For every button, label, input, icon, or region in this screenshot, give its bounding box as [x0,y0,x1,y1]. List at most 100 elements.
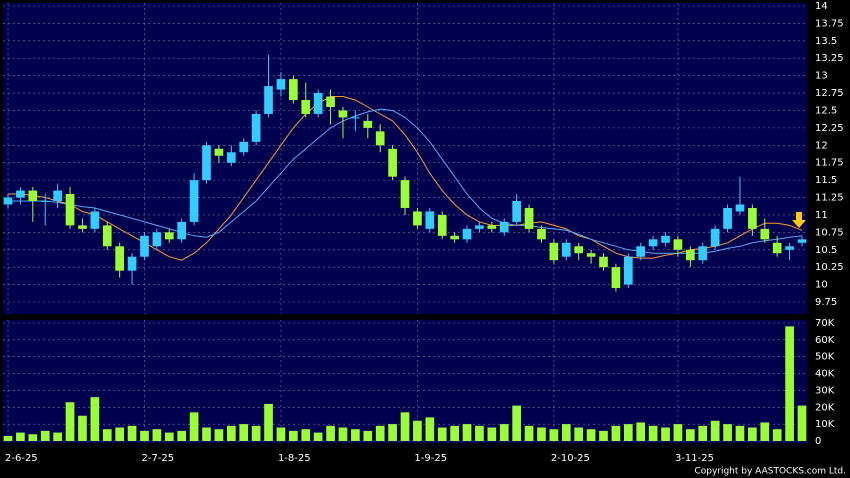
candle-body [152,232,162,247]
x-tick-label: 2-7-25 [141,453,174,464]
y-tick-label: 70K [815,318,835,329]
y-tick-label: 12 [815,140,828,151]
y-tick-label: 13.75 [815,18,844,29]
candle-body [264,86,273,114]
volume-bar [413,420,422,441]
volume-bar [499,424,509,441]
volume-bar [450,425,459,441]
candle-body [698,246,708,261]
x-tick-label: 1-8-25 [278,453,311,464]
y-tick-label: 11.5 [815,175,837,186]
candle-body [512,201,521,222]
candle-body [549,242,559,261]
volume-bar [698,425,708,441]
volume-bar [276,427,286,441]
volume-bar [289,430,298,441]
volume-bar [524,425,534,441]
volume-bar [375,425,385,441]
candle-body [636,246,646,257]
volume-bar [313,432,323,441]
candle-body [53,190,62,202]
volume-bar [636,422,646,441]
volume-bar [363,430,373,441]
volume-bar [599,430,608,441]
y-tick-label: 60K [815,335,835,346]
candle-body [363,120,373,128]
volume-bar [512,405,521,441]
volume-bar [475,425,484,441]
volume-bar [760,422,770,441]
candle-body [127,256,137,271]
candle-body [599,256,608,268]
ma-line [8,108,803,254]
y-tick-label: 12.5 [815,105,837,116]
candle-body [214,148,224,156]
price-panel [3,3,807,314]
volume-bar [623,424,633,441]
volume-bar [102,429,112,441]
volume-bar [772,429,782,441]
candle-body [16,190,25,198]
candle-body [437,214,447,236]
volume-bar [574,427,584,441]
candle-body [748,207,757,229]
volume-bar [487,427,497,441]
candle-body [686,249,695,261]
candle-body [164,232,174,240]
x-tick-label: 1-9-25 [414,453,447,464]
candle-body [723,207,732,229]
y-tick-label: 13 [815,71,828,82]
candle-body [475,225,484,229]
volume-bar [152,429,162,441]
candle-body [785,246,794,250]
volume-bar [748,427,757,441]
y-tick-label: 14 [815,1,828,12]
candle-body [177,221,187,240]
candle-body [623,256,633,285]
candle-body [661,235,670,243]
y-tick-label: 30K [815,385,835,396]
candle-body [735,204,745,212]
candle-body [3,197,13,205]
volume-bar [661,427,670,441]
x-tick-label: 2-6-25 [5,453,38,464]
candle-body [487,225,497,229]
volume-bar [673,424,683,441]
candle-body [313,93,323,114]
candle-body [189,180,199,222]
candle-body [413,211,422,226]
volume-bar [537,427,546,441]
candle-body [710,228,720,247]
candle-body [251,113,261,142]
y-tick-label: 40K [815,369,835,380]
candle-body [65,194,75,226]
volume-bar [549,429,559,441]
y-tick-label: 12.75 [815,88,844,99]
y-tick-label: 13.25 [815,53,844,64]
candle-body [226,152,236,163]
volume-bar [226,425,236,441]
candle-body [338,110,348,118]
y-tick-label: 10.5 [815,245,837,256]
candle-body [537,228,546,240]
volume-bar [686,429,695,441]
candle-body [611,267,621,289]
volume-bar [251,425,261,441]
volume-bar [326,425,335,441]
candle-body [760,228,770,240]
y-tick-label: 12.25 [815,123,844,134]
candle-body [673,239,683,250]
candle-body [648,239,658,247]
candle-body [450,235,459,240]
y-tick-label: 11.25 [815,193,844,204]
candle-body [301,100,311,114]
candle-body [102,225,112,247]
candle-body [40,201,50,203]
candle-body [574,246,584,254]
candle-body [586,253,596,257]
candle-body [351,117,360,119]
volume-bar [16,432,25,441]
candle-body [524,207,534,229]
y-tick-label: 9.75 [815,297,837,308]
